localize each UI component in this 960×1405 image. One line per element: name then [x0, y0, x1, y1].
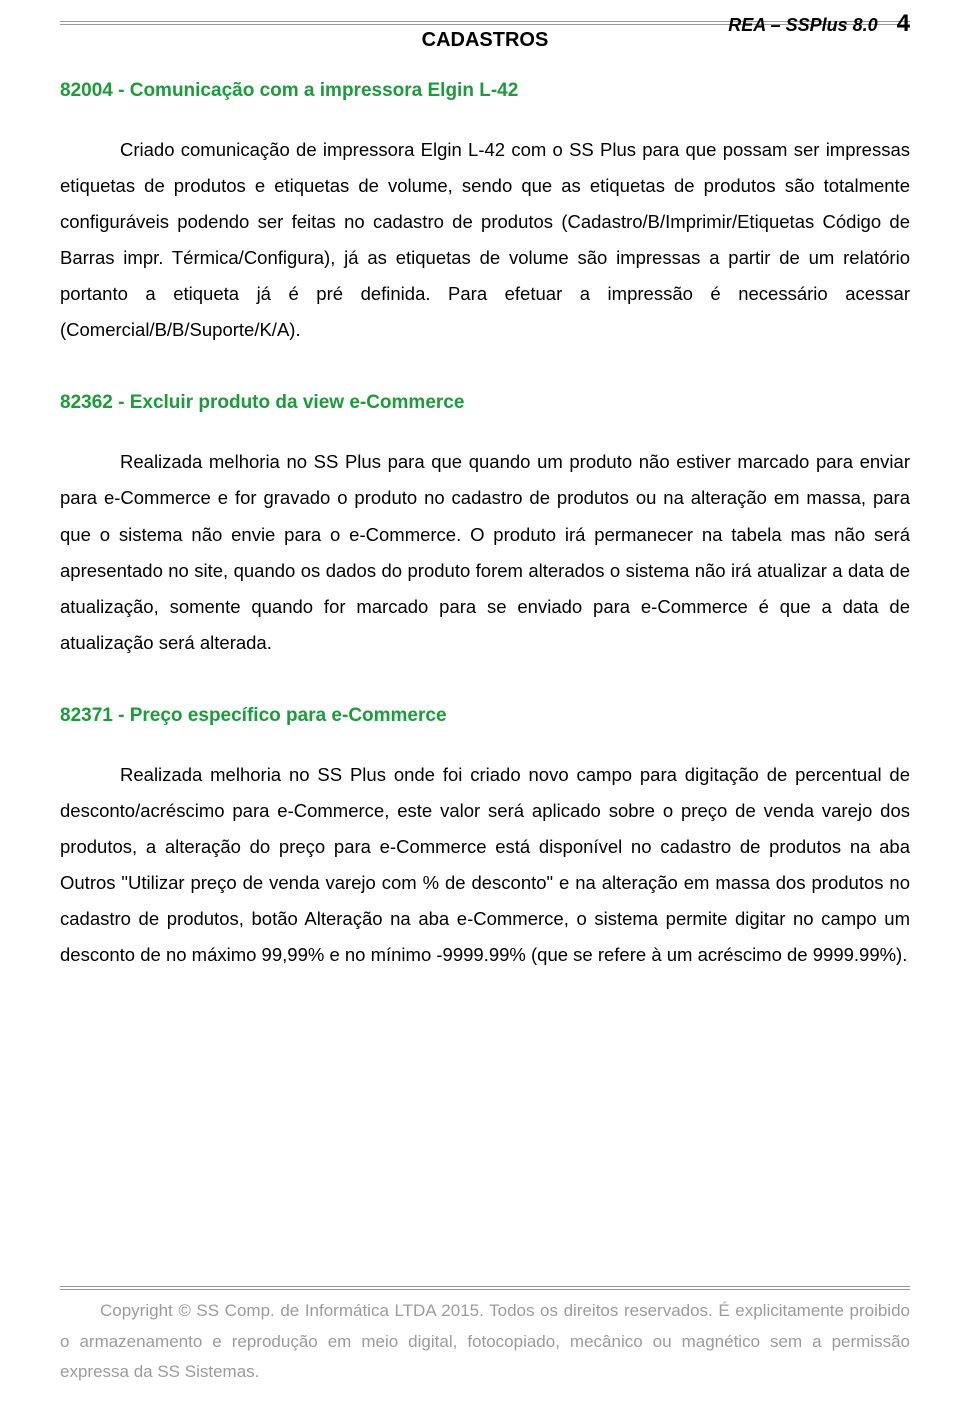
section-heading-2: 82362 - Excluir produto da view e-Commer…: [60, 392, 910, 414]
footer: Copyright © SS Comp. de Informática LTDA…: [60, 1286, 910, 1387]
section-heading-3: 82371 - Preço específico para e-Commerce: [60, 705, 910, 727]
footer-copyright: Copyright © SS Comp. de Informática LTDA…: [60, 1296, 910, 1387]
header-doc-title: REA – SSPlus 8.0: [728, 15, 877, 35]
page-number: 4: [897, 10, 910, 37]
footer-rule-top: [60, 1286, 910, 1287]
footer-rule-bottom: [60, 1289, 910, 1290]
section-body-1: Criado comunicação de impressora Elgin L…: [60, 132, 910, 348]
section-1: 82004 - Comunicação com a impressora Elg…: [60, 80, 910, 348]
section-body-3: Realizada melhoria no SS Plus onde foi c…: [60, 757, 910, 973]
section-body-2: Realizada melhoria no SS Plus para que q…: [60, 444, 910, 660]
section-2: 82362 - Excluir produto da view e-Commer…: [60, 392, 910, 660]
header-doc-info: REA – SSPlus 8.0 4: [728, 10, 910, 38]
section-heading-1: 82004 - Comunicação com a impressora Elg…: [60, 80, 910, 102]
section-3: 82371 - Preço específico para e-Commerce…: [60, 705, 910, 973]
